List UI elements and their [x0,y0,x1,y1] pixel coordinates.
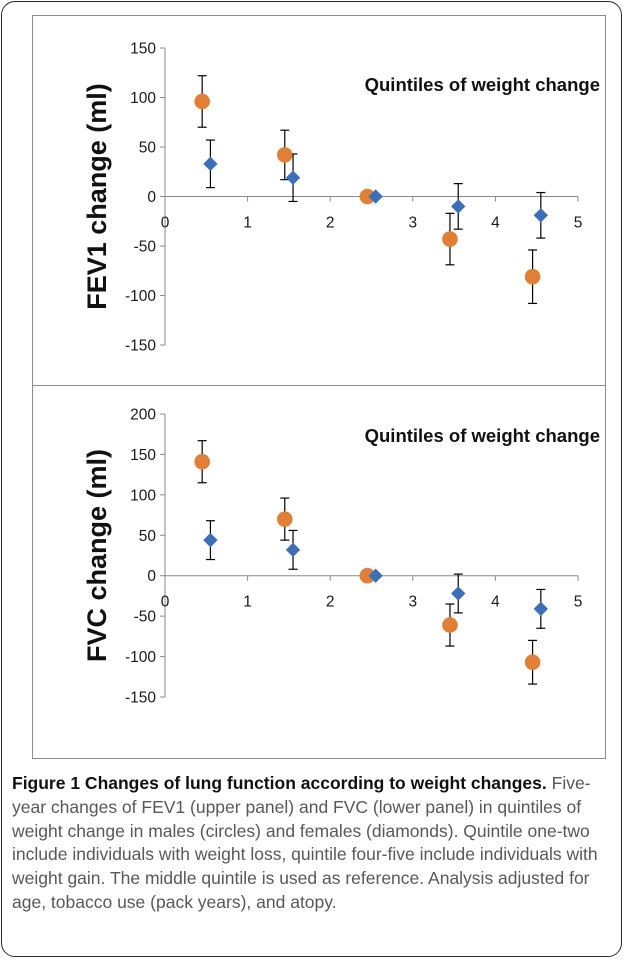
fev1-female-point [533,208,549,223]
fvc-y-tick-label: -50 [134,609,157,626]
fvc-x-tick-label: 2 [326,594,335,611]
fvc-x-tick-label: 3 [408,594,417,611]
fvc-y-tick-label: -100 [125,649,156,666]
fev1-female-point [285,170,301,185]
fvc-y-tick-label: -150 [125,690,156,707]
figure-caption: Figure 1 Changes of lung function accord… [12,772,612,915]
fev1-x-tick-label: 0 [161,215,170,232]
fev1-female-point [203,156,218,172]
fev1-y-tick-label: 0 [147,189,156,206]
fvc-y-tick-label: 150 [130,447,156,464]
fvc-male-point [276,511,293,527]
fvc-x-tick-label: 5 [574,594,583,611]
fvc-male-point [524,654,541,671]
fev1-y-tick-label: -150 [125,338,156,355]
fev1-male-point [442,231,458,247]
fvc-female-point [203,532,218,548]
fvc-y-tick-label: 0 [147,568,156,585]
fev1-male-point [359,188,376,205]
fvc-y-axis-title: FVC change (ml) [82,449,112,662]
fvc-y-tick-label: 100 [130,487,156,504]
fvc-female-point [285,542,301,558]
fvc-annotation: Quintiles of weight change [365,425,600,446]
fev1-y-tick-label: -50 [134,239,157,256]
fev1-x-tick-label: 4 [491,215,500,232]
fvc-male-point [359,567,376,584]
fvc-y-tick-label: 200 [130,407,156,424]
fev1-x-tick-label: 5 [574,215,583,232]
fvc-x-tick-label: 4 [491,594,500,611]
fvc-male-point [442,617,458,633]
fev1-female-point [368,189,383,204]
fev1-male-point [276,147,293,163]
fev1-y-tick-label: -100 [125,288,156,305]
panel-divider [32,385,606,386]
fev1-y-tick-label: 150 [130,41,156,58]
fev1-x-tick-label: 1 [243,215,252,232]
caption-body: Five-year changes of FEV1 (upper panel) … [12,773,598,912]
fev1-annotation: Quintiles of weight change [365,74,600,95]
charts-box [32,15,606,759]
fev1-female-point [451,199,466,214]
fev1-male-point [524,268,541,285]
fev1-y-tick-label: 50 [139,140,157,157]
fev1-y-tick-label: 100 [130,90,156,107]
fvc-x-tick-label: 1 [243,594,252,611]
fvc-male-point [194,453,210,470]
fvc-y-tick-label: 50 [139,528,157,545]
fev1-x-tick-label: 3 [408,215,417,232]
caption-title: Figure 1 Changes of lung function accord… [12,773,547,793]
fvc-female-point [533,601,549,617]
fev1-x-tick-label: 2 [326,215,335,232]
fvc-female-point [451,586,466,601]
fev1-male-point [194,93,210,110]
fvc-x-tick-label: 0 [161,594,170,611]
fev1-y-axis-title: FEV1 change (ml) [82,83,112,310]
